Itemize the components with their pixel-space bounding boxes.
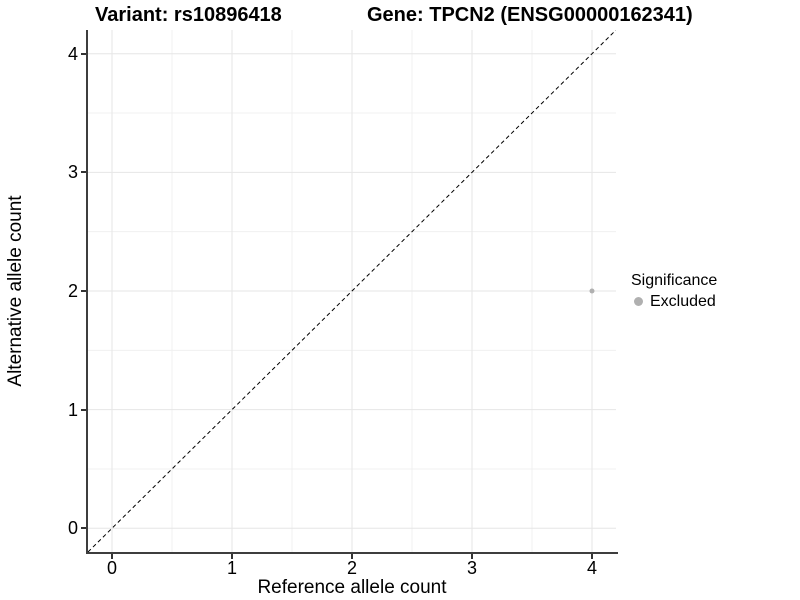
x-axis-line [86, 552, 618, 554]
x-tick-mark [591, 554, 593, 559]
y-tick-mark [81, 171, 86, 174]
y-axis-title: Alternative allele count [5, 195, 26, 387]
x-tick-mark [471, 554, 473, 559]
x-axis-title: Reference allele count [257, 577, 447, 598]
plot-title-gene: Gene: TPCN2 (ENSG00000162341) [367, 4, 693, 26]
y-tick-mark [81, 527, 86, 530]
x-tick-mark [231, 554, 233, 559]
y-tick-label: 2 [67, 281, 78, 301]
legend-entries: Excluded [631, 292, 717, 311]
y-tick-label: 3 [67, 162, 78, 183]
y-tick-label: 4 [67, 43, 78, 64]
legend: Significance Excluded [631, 271, 717, 311]
x-tick-label: 3 [466, 558, 477, 578]
plot-panel [88, 30, 616, 552]
y-tick-mark [81, 408, 86, 411]
y-tick-mark [81, 52, 86, 55]
identity-reference-line [88, 30, 616, 552]
y-axis-line [86, 30, 88, 554]
plot-title-variant: Variant: rs10896418 [95, 4, 282, 26]
x-tick-label: 1 [226, 558, 237, 578]
x-tick-mark [111, 554, 113, 559]
x-tick-mark [351, 554, 353, 559]
legend-entry: Excluded [631, 292, 717, 311]
x-tick-label: 2 [346, 558, 357, 578]
x-tick-label: 4 [586, 558, 597, 578]
data-point [589, 288, 595, 294]
y-tick-mark [81, 290, 86, 292]
x-tick-label: 0 [106, 558, 117, 578]
y-tick-label: 0 [67, 518, 78, 539]
legend-title: Significance [631, 272, 718, 289]
y-tick-label: 1 [67, 399, 78, 420]
legend-point-icon [634, 297, 643, 306]
legend-label: Excluded [650, 293, 716, 310]
